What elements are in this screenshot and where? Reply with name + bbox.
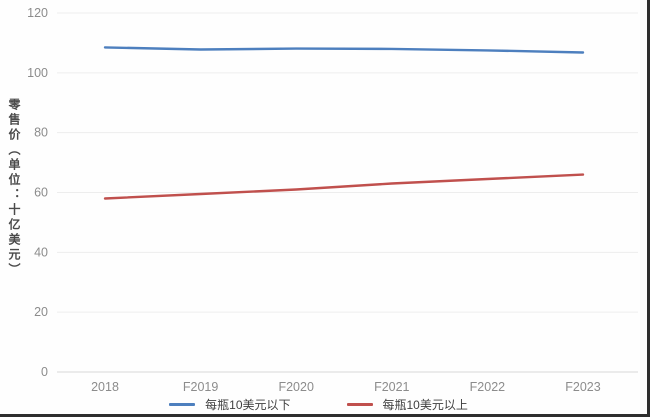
y-tick-label: 80 [34,126,48,140]
x-tick-label: F2019 [183,380,218,394]
x-tick-label: F2022 [470,380,505,394]
y-tick-label: 40 [34,245,48,259]
x-tick-label: F2021 [374,380,409,394]
legend-item-over-10[interactable]: 每瓶10美元以上 [346,396,468,413]
legend-label: 每瓶10美元以上 [382,398,468,412]
y-tick-label: 100 [27,66,48,80]
y-tick-label: 0 [41,365,48,379]
y-tick-label: 60 [34,186,48,200]
legend-line-swatch-blue [169,403,196,406]
y-tick-label: 20 [34,305,48,319]
legend-label: 每瓶10美元以下 [205,398,291,412]
legend-item-under-10[interactable]: 每瓶10美元以下 [169,396,291,413]
y-axis-title: 零售价（单位：十亿美元） [7,98,21,278]
x-tick-label: F2023 [565,380,600,394]
x-tick-label: F2020 [278,380,313,394]
legend: 每瓶10美元以下 每瓶10美元以上 [0,396,637,413]
legend-line-swatch-red [346,403,373,406]
y-tick-label: 120 [27,6,48,20]
x-tick-label: 2018 [91,380,119,394]
series-line-0 [103,46,585,54]
series-line-1 [103,173,585,200]
